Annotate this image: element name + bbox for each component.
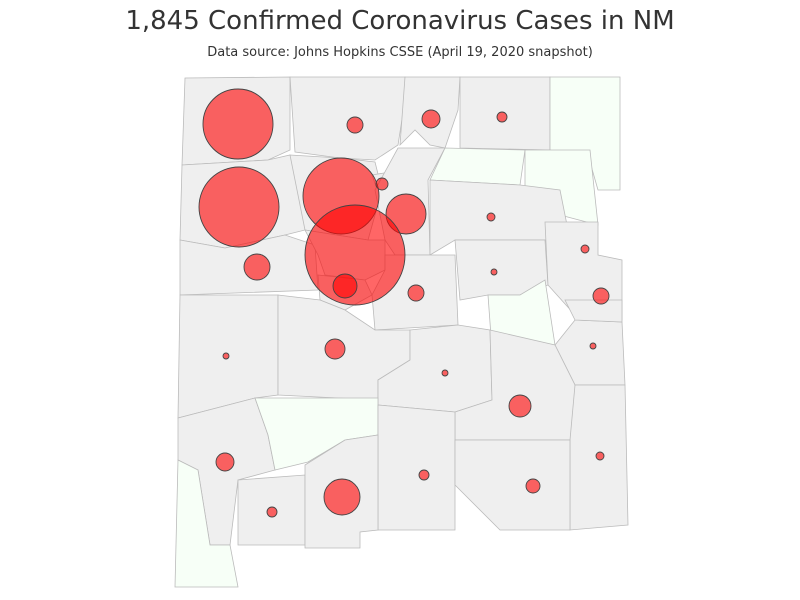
county-hidalgo[interactable] [174,459,239,588]
bubble-socorro[interactable] [324,338,346,360]
case-bubbles-layer [198,88,610,518]
bubble-san-juan[interactable] [202,88,274,160]
bubble-guadalupe[interactable] [490,268,498,276]
bubble-lea[interactable] [595,451,605,461]
county-mora[interactable] [429,147,526,186]
bubble-otero[interactable] [418,469,430,481]
county-sierra[interactable] [254,397,379,471]
bubble-san-miguel[interactable] [486,212,496,222]
bubble-quay[interactable] [580,244,590,254]
bubble-luna[interactable] [266,506,278,518]
bubble-curry[interactable] [592,287,610,305]
bubble-chaves[interactable] [508,394,532,418]
bubble-santa-fe[interactable] [385,193,427,235]
bubble-taos[interactable] [421,109,441,129]
bubble-grant[interactable] [215,452,235,472]
bubble-bernalillo[interactable] [304,204,406,306]
bubble-roosevelt[interactable] [589,342,597,350]
bubble-valencia[interactable] [332,273,358,299]
bubble-torrance[interactable] [407,284,425,302]
bubble-cibola[interactable] [243,253,271,281]
bubble-los-alamos[interactable] [375,177,389,191]
map-title: 1,845 Confirmed Coronavirus Cases in NM [125,6,675,36]
bubble-lincoln[interactable] [441,369,449,377]
county-harding[interactable] [524,149,599,226]
county-otero[interactable] [377,404,456,531]
bubble-colfax[interactable] [496,111,508,123]
bubble-rio-arriba[interactable] [346,116,364,134]
county-curry[interactable] [564,299,623,323]
county-rio-arriba[interactable] [289,76,406,161]
county-eddy[interactable] [454,439,571,531]
bubble-mckinley[interactable] [198,166,280,248]
bubble-dona-ana[interactable] [323,478,361,516]
bubble-catron[interactable] [222,352,230,360]
map-subtitle: Data source: Johns Hopkins CSSE (April 1… [207,45,593,60]
bubble-eddy[interactable] [525,478,541,494]
